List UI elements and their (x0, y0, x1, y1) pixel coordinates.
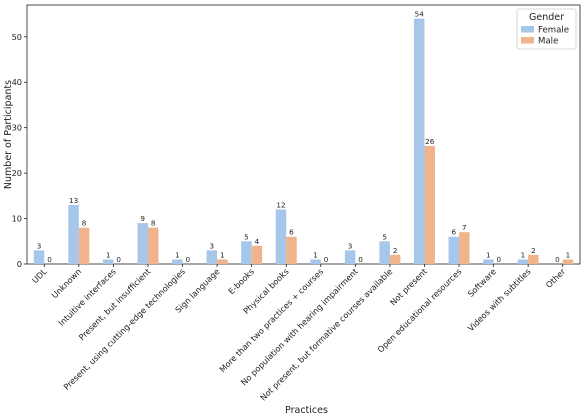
bar-male (459, 232, 470, 264)
y-tick-label: 30 (12, 123, 22, 133)
legend-title: Gender (529, 12, 564, 23)
legend-swatch-female (521, 26, 534, 33)
data-label: 3 (37, 241, 42, 250)
x-tick-label: Software (465, 266, 498, 299)
y-tick-label: 10 (12, 214, 22, 224)
data-label: 9 (140, 214, 145, 223)
plot-area (26, 4, 581, 265)
bar-male (424, 145, 435, 264)
data-label: 1 (521, 250, 526, 259)
data-label: 54 (415, 10, 425, 19)
data-label: 0 (47, 255, 52, 264)
bar-female (310, 259, 321, 264)
data-label: 2 (393, 246, 398, 255)
bar-female (33, 250, 45, 264)
data-label: 0 (358, 255, 363, 264)
data-label: 1 (486, 250, 491, 259)
bar-female (241, 241, 252, 264)
y-tick-label: 0 (17, 259, 22, 269)
bar-female (68, 204, 79, 264)
x-axis-title: Practices (285, 405, 328, 416)
bar-male (528, 254, 539, 264)
y-tick-label: 40 (12, 77, 22, 87)
bar-female (206, 250, 218, 264)
bar-male (147, 227, 159, 264)
bar-female (379, 241, 390, 264)
bar-female (137, 223, 148, 264)
data-label: 4 (255, 237, 260, 246)
bar-female (448, 236, 460, 264)
data-label: 1 (175, 250, 180, 259)
bar-female (102, 259, 114, 264)
y-tick-label: 50 (12, 32, 22, 42)
data-label: 8 (82, 219, 87, 228)
data-label: 1 (220, 250, 225, 259)
bar-female (275, 209, 287, 264)
bar-female (344, 250, 356, 264)
bar-male (562, 259, 574, 264)
data-label: 1 (566, 250, 571, 259)
bar-male (78, 227, 90, 264)
bar-female (517, 259, 529, 264)
x-tick-label: Unknown (49, 266, 83, 300)
data-label: 0 (497, 255, 502, 264)
y-tick-label: 20 (12, 168, 22, 178)
bars (33, 18, 574, 265)
x-tick-label: Other (544, 266, 568, 290)
data-label: 1 (313, 250, 318, 259)
data-label: 5 (244, 232, 249, 241)
data-label: 7 (462, 223, 467, 232)
bar-female (413, 18, 425, 265)
data-label: 2 (531, 246, 536, 255)
data-label: 0 (555, 255, 560, 264)
data-label: 12 (276, 200, 285, 209)
legend-swatch-male (521, 37, 534, 44)
plot-frame (26, 4, 581, 265)
data-label: 3 (210, 241, 215, 250)
x-tick-label: Videos with subtitles (466, 266, 533, 333)
data-label: 26 (425, 137, 435, 146)
bar-male (251, 245, 263, 264)
y-axis-title: Number of Participants (3, 80, 14, 189)
bar-female (483, 259, 494, 264)
data-label: 0 (116, 255, 121, 264)
x-tick-label: Present, using cutting-edge technologies (61, 266, 187, 392)
bar-female (172, 259, 183, 264)
x-tick-label: Intuitive interfaces (56, 266, 118, 328)
bar-male (286, 236, 297, 264)
data-label: 0 (324, 255, 329, 264)
x-tick-label: Not present, but formative courses avail… (258, 266, 394, 402)
data-label: 8 (151, 219, 156, 228)
bar-male (389, 254, 401, 264)
data-label: 0 (185, 255, 190, 264)
data-label: 6 (289, 228, 294, 237)
data-label: 5 (382, 232, 387, 241)
legend-label-male: Male (538, 37, 558, 47)
legend-label-female: Female (538, 26, 569, 36)
data-label: 1 (106, 250, 111, 259)
y-axis-ticks: 0 10 20 30 40 50 (12, 32, 27, 269)
data-label: 3 (348, 241, 353, 250)
bar-male (217, 259, 228, 264)
x-tick-label: UDL (30, 266, 49, 285)
data-label: 13 (69, 196, 78, 205)
data-label: 6 (451, 228, 456, 237)
x-tick-label: E-books (226, 266, 256, 296)
